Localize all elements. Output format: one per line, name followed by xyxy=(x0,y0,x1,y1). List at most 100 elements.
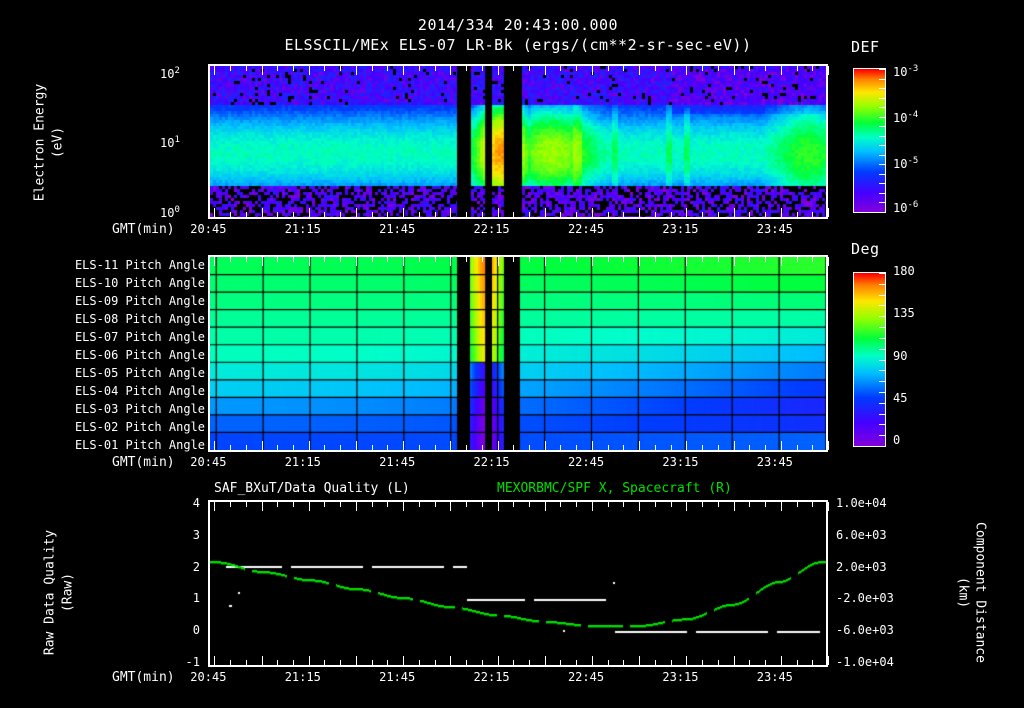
axis-tick xyxy=(780,208,782,217)
colorbar-tick xyxy=(879,164,885,165)
axis-tick xyxy=(670,212,672,217)
axis-tick xyxy=(529,502,530,507)
panel3-ytick-left: 1 xyxy=(192,591,200,606)
axis-tick xyxy=(277,660,279,665)
axis-tick xyxy=(733,257,735,266)
axis-tick xyxy=(418,212,420,217)
colorbar-tick xyxy=(879,360,885,361)
axis-tick xyxy=(230,257,232,262)
axis-tick xyxy=(230,660,232,665)
colorbar-tick xyxy=(879,145,885,146)
axis-tick xyxy=(639,208,641,217)
axis-tick xyxy=(513,660,515,665)
panel2-row-label: ELS-06 Pitch Angle xyxy=(74,348,205,362)
axis-tick xyxy=(387,660,389,665)
axis-tick xyxy=(828,257,829,266)
axis-tick xyxy=(355,656,357,665)
electron-energy-spectrogram xyxy=(210,66,826,217)
axis-tick xyxy=(324,66,326,71)
axis-tick xyxy=(340,257,342,262)
panel1-colorbar-label-4: 10-4 xyxy=(893,110,919,125)
panel3-ytick-left: 0 xyxy=(192,623,200,638)
axis-tick xyxy=(591,208,593,217)
panel1-colorbar-label-5: 10-5 xyxy=(893,156,919,171)
axis-tick xyxy=(434,502,436,507)
axis-tick xyxy=(717,212,719,217)
panel3-ytick-left: -1 xyxy=(185,655,200,669)
panel1-colorbar-label-6: 10-6 xyxy=(893,200,919,215)
axis-tick xyxy=(686,441,688,450)
axis-tick xyxy=(576,257,578,262)
axis-tick xyxy=(324,212,326,217)
panel2-row-label: ELS-02 Pitch Angle xyxy=(74,420,205,434)
axis-tick xyxy=(371,66,373,71)
axis-tick xyxy=(371,660,373,665)
colorbar-tick xyxy=(879,305,885,306)
colorbar-tick xyxy=(879,424,885,425)
panel2-row-label: ELS-08 Pitch Angle xyxy=(74,312,205,326)
axis-tick xyxy=(355,208,357,217)
axis-tick xyxy=(591,502,593,511)
xtick-label: 23:15 xyxy=(662,455,699,469)
axis-tick xyxy=(733,502,735,511)
axis-tick xyxy=(717,502,719,507)
axis-tick xyxy=(230,445,232,450)
panel1-tick-marks xyxy=(208,64,829,219)
axis-tick xyxy=(497,257,499,266)
axis-tick xyxy=(796,66,798,71)
axis-tick xyxy=(623,445,625,450)
colorbar-tick xyxy=(879,273,885,274)
panel3-plot-area[interactable] xyxy=(208,500,828,667)
panel2-colorbar-ticks xyxy=(853,272,886,447)
panel3-title-right: MEXORBMC/SPF X, Spacecraft (R) xyxy=(497,481,732,496)
panel2-row-label: ELS-11 Pitch Angle xyxy=(74,258,205,272)
axis-tick xyxy=(607,445,609,450)
axis-tick xyxy=(765,502,767,507)
axis-tick xyxy=(686,208,688,217)
colorbar-tick xyxy=(879,136,885,137)
axis-tick xyxy=(292,445,294,450)
xtick-label: 20:45 xyxy=(190,455,227,469)
axis-tick xyxy=(812,212,814,217)
panel2-colorbar-label: 180 xyxy=(893,264,915,278)
panel2-xtick-labels: 20:45 21:15 21:45 22:15 22:45 23:15 23:45 xyxy=(190,455,828,473)
xtick-label: 23:15 xyxy=(662,222,699,236)
axis-tick xyxy=(324,502,326,507)
axis-tick xyxy=(481,66,483,71)
axis-tick xyxy=(623,66,625,71)
panel3-ylabel-left: Raw Data Quality xyxy=(42,529,58,656)
panel2-colorbar-label: 45 xyxy=(893,390,908,405)
axis-tick xyxy=(418,257,420,262)
panel3-ytick-right-labels: 1.0e+04 6.0e+03 2.0e+03 -2.0e+03 -6.0e+03 -1.… xyxy=(836,495,936,680)
axis-tick xyxy=(702,257,704,262)
axis-tick xyxy=(324,257,326,262)
axis-tick xyxy=(418,445,420,450)
axis-tick xyxy=(654,257,656,262)
axis-tick xyxy=(765,445,767,450)
panel1-plot-area[interactable] xyxy=(208,64,828,219)
panel1-ytick-2: 102 xyxy=(160,66,180,81)
axis-tick xyxy=(576,445,578,450)
axis-tick xyxy=(670,66,672,71)
panel2-plot-area[interactable] xyxy=(208,255,828,452)
axis-tick xyxy=(591,656,593,665)
axis-tick xyxy=(654,445,656,450)
axis-tick xyxy=(214,208,216,217)
axis-tick xyxy=(560,502,562,507)
panel1-colorbar-ticks xyxy=(853,68,886,213)
axis-tick xyxy=(702,212,704,217)
axis-tick xyxy=(403,441,405,450)
axis-tick xyxy=(340,502,342,507)
axis-tick xyxy=(292,212,294,217)
axis-tick xyxy=(450,66,452,75)
axis-tick xyxy=(765,257,767,262)
axis-tick xyxy=(513,66,515,71)
axis-tick xyxy=(654,660,656,665)
axis-tick xyxy=(308,66,310,75)
axis-tick xyxy=(387,445,389,450)
axis-tick xyxy=(308,257,310,266)
axis-tick xyxy=(418,502,420,507)
axis-tick xyxy=(576,502,578,507)
axis-tick xyxy=(450,208,452,217)
axis-tick xyxy=(387,66,389,71)
